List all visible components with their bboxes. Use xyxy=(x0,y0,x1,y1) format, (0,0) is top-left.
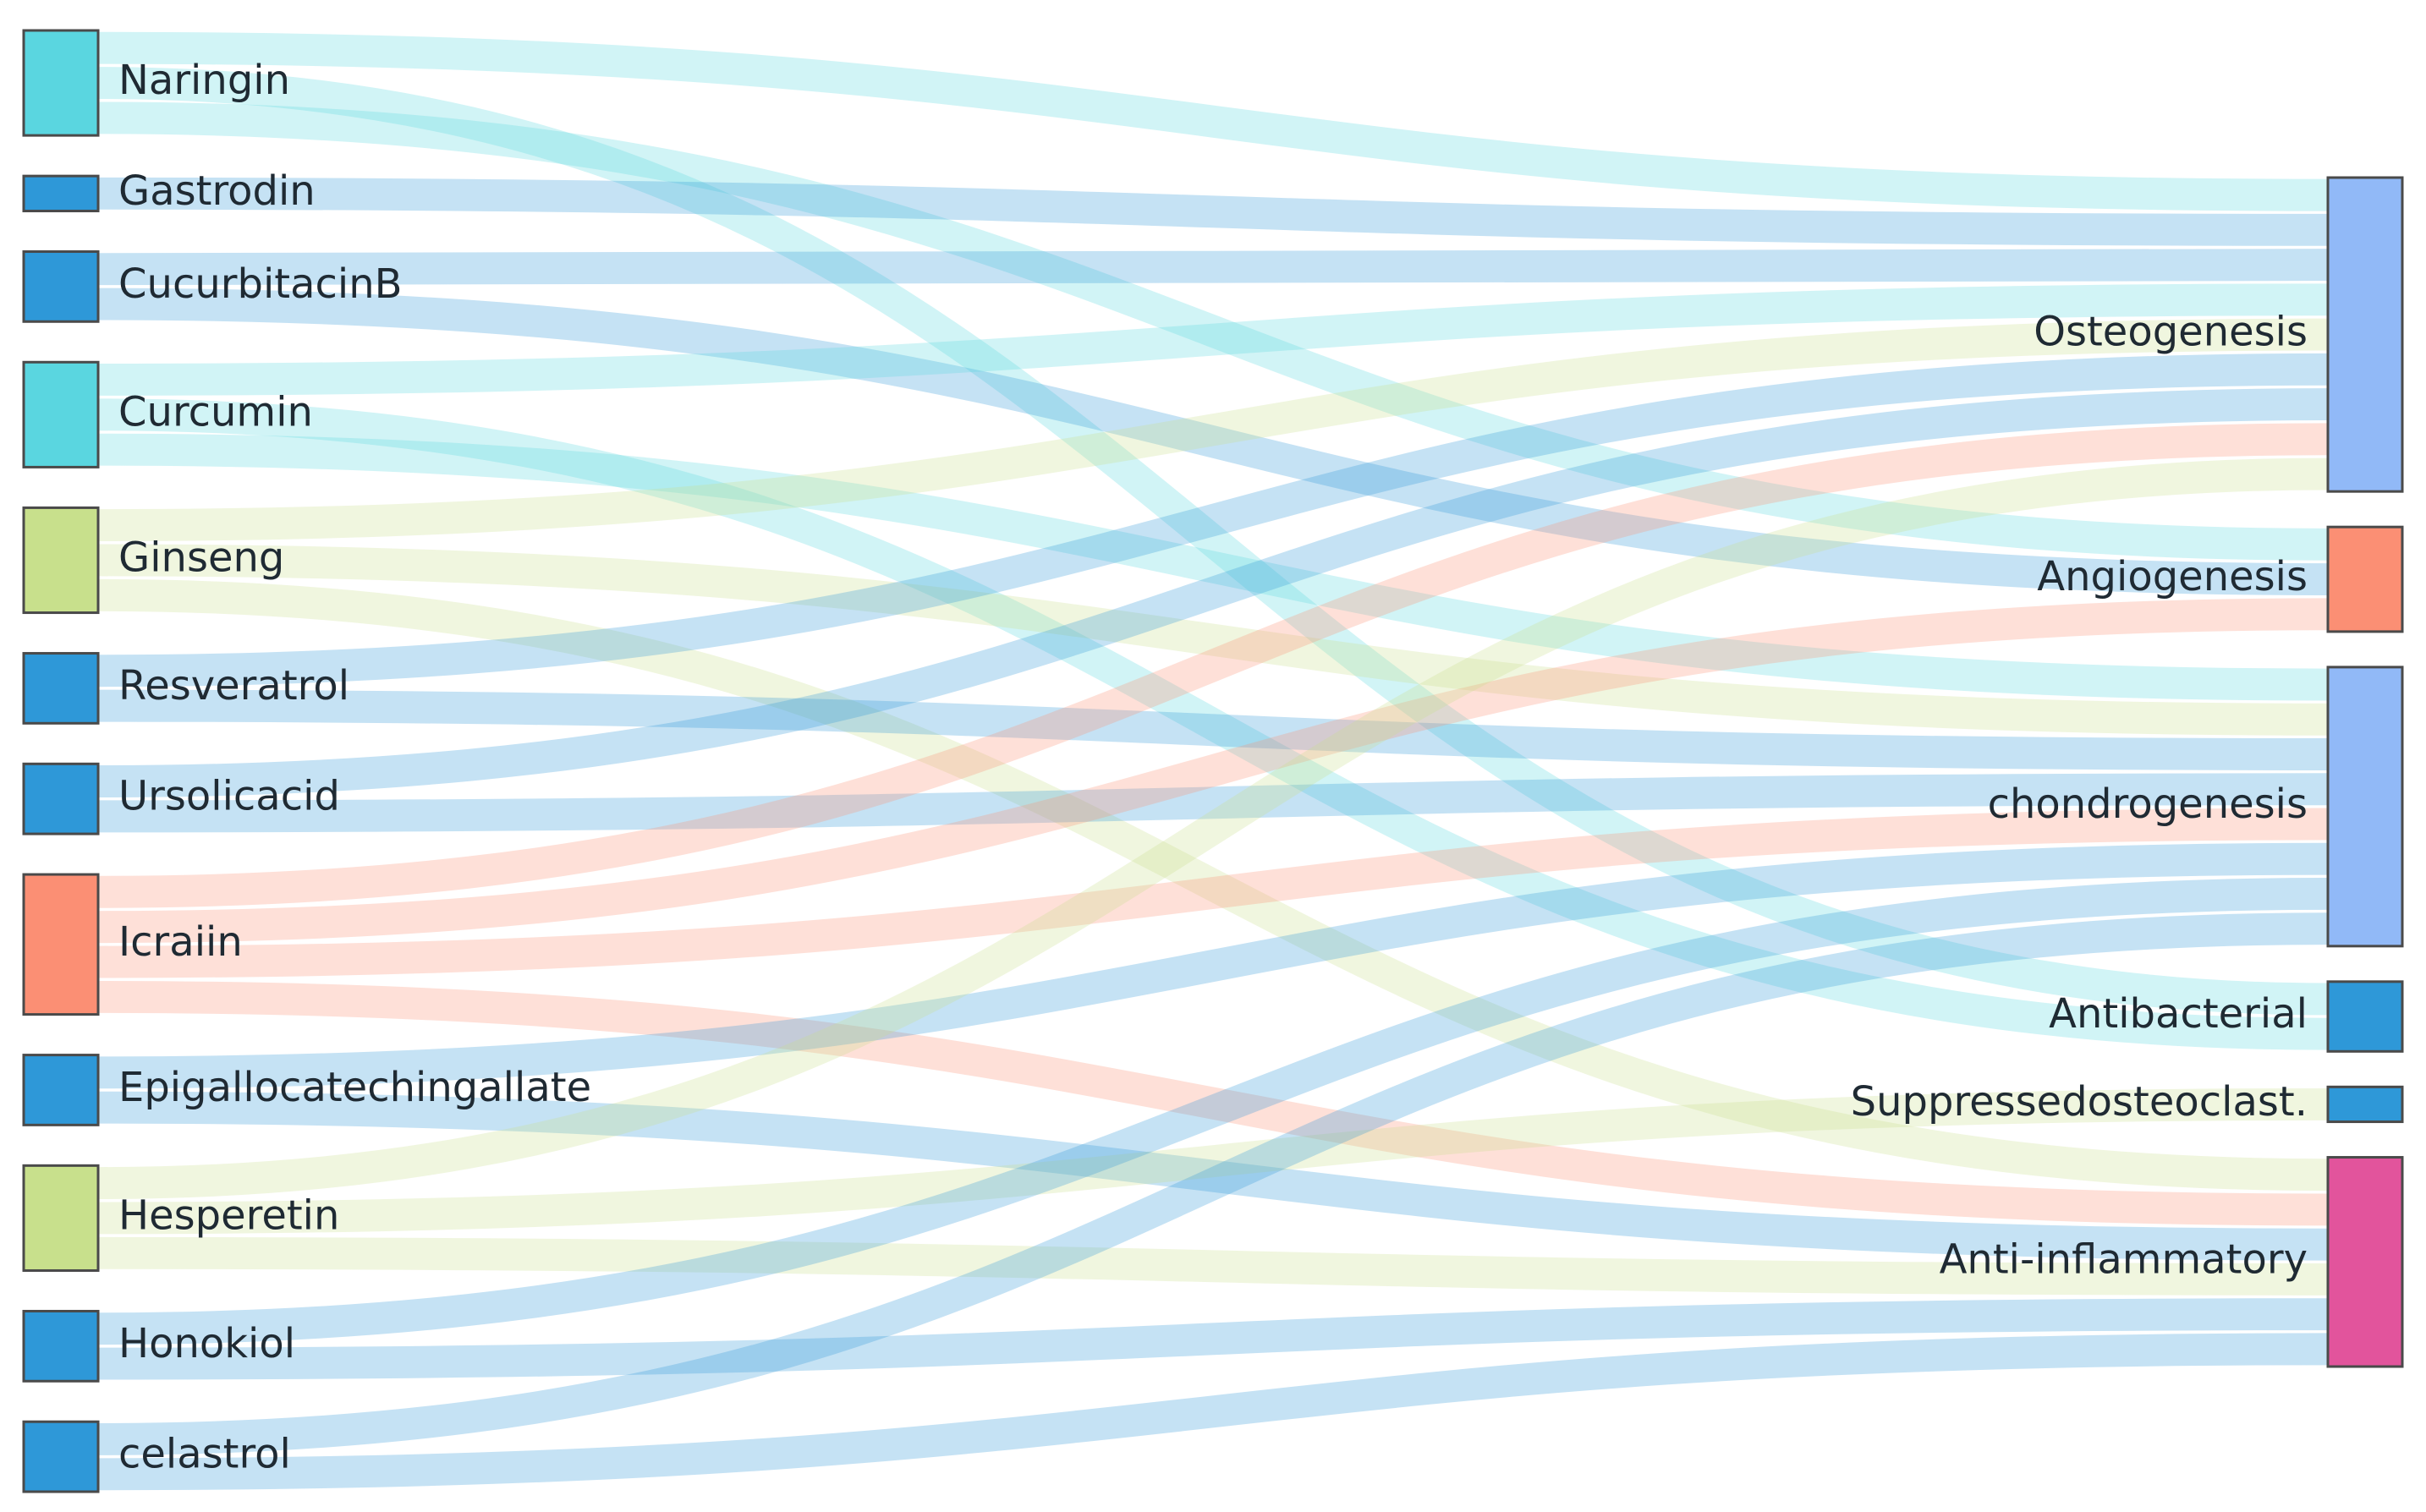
node-label-angiogenesis: Angiogenesis xyxy=(2037,553,2308,600)
node-ginseng xyxy=(22,506,100,615)
link-cucurbitacinb-to-angiogenesis xyxy=(97,288,2329,595)
node-label-anti-inflammatory: Anti-inflammatory xyxy=(1940,1235,2308,1283)
link-ginseng-to-chondrogenesis xyxy=(97,544,2329,736)
node-label-gastrodin: Gastrodin xyxy=(118,167,316,215)
node-anti-inflammatory xyxy=(2326,1156,2404,1368)
node-hesperetin xyxy=(22,1164,100,1272)
node-antibacterial xyxy=(2326,980,2404,1053)
node-label-celastrol: celastrol xyxy=(118,1431,291,1478)
link-icraiin-to-osteogenesis xyxy=(97,423,2329,908)
node-resveratrol xyxy=(22,652,100,725)
link-celastrol-to-anti-inflammatory xyxy=(97,1333,2329,1491)
labels-layer: Naringin Gastrodin CucurbitacinB Curcumin Gi… xyxy=(118,57,2308,1478)
node-naringin xyxy=(22,29,100,137)
node-label-hesperetin: Hesperetin xyxy=(118,1192,339,1239)
link-ginseng-to-anti-inflammatory xyxy=(97,578,2329,1192)
node-label-suppressedosteoclast: Suppressedosteoclast. xyxy=(1851,1078,2308,1126)
node-suppressedosteoclast xyxy=(2326,1085,2404,1124)
node-osteogenesis xyxy=(2326,176,2404,493)
node-gastrodin xyxy=(22,174,100,213)
link-naringin-to-osteogenesis xyxy=(97,31,2329,211)
node-chondrogenesis xyxy=(2326,666,2404,948)
node-angiogenesis xyxy=(2326,525,2404,633)
link-ursolicacid-to-osteogenesis xyxy=(97,388,2329,797)
nodes-layer xyxy=(22,29,2404,1493)
node-ursolicacid xyxy=(22,762,100,835)
node-label-ginseng: Ginseng xyxy=(118,534,284,581)
node-label-icraiin: Icraiin xyxy=(118,918,243,966)
node-cucurbitacinb xyxy=(22,250,100,323)
node-label-cucurbitacinb: CucurbitacinB xyxy=(118,260,403,308)
link-resveratrol-to-chondrogenesis xyxy=(97,689,2329,770)
link-honokiol-to-anti-inflammatory xyxy=(97,1298,2329,1380)
link-icraiin-to-anti-inflammatory xyxy=(97,980,2329,1226)
node-epigallocatechingallate xyxy=(22,1054,100,1126)
link-icraiin-to-chondrogenesis xyxy=(97,808,2329,978)
node-label-resveratrol: Resveratrol xyxy=(118,662,349,709)
link-honokiol-to-chondrogenesis xyxy=(97,878,2329,1345)
links-layer xyxy=(97,31,2329,1491)
link-resveratrol-to-osteogenesis xyxy=(97,353,2329,688)
link-hesperetin-to-suppressedosteoclast xyxy=(97,1087,2329,1235)
node-label-chondrogenesis: chondrogenesis xyxy=(1988,781,2308,828)
node-label-honokiol: Honokiol xyxy=(118,1320,295,1367)
link-curcumin-to-antibacterial xyxy=(97,398,2329,1050)
link-epigallocatechingallate-to-anti-inflammatory xyxy=(97,1091,2329,1261)
link-ginseng-to-osteogenesis xyxy=(97,318,2329,542)
link-naringin-to-antibacterial xyxy=(97,67,2329,1016)
node-label-curcumin: Curcumin xyxy=(118,388,313,436)
node-label-epigallocatechingallate: Epigallocatechingallate xyxy=(118,1064,591,1111)
link-cucurbitacinb-to-osteogenesis xyxy=(97,249,2329,286)
link-hesperetin-to-osteogenesis xyxy=(97,457,2329,1199)
link-hesperetin-to-anti-inflammatory xyxy=(97,1236,2329,1296)
link-ursolicacid-to-chondrogenesis xyxy=(97,773,2329,833)
link-naringin-to-angiogenesis xyxy=(97,101,2329,561)
node-label-osteogenesis: Osteogenesis xyxy=(2034,309,2308,356)
node-label-ursolicacid: Ursolicacid xyxy=(118,773,340,820)
node-celastrol xyxy=(22,1420,100,1493)
link-icraiin-to-angiogenesis xyxy=(97,598,2329,944)
link-curcumin-to-osteogenesis xyxy=(97,283,2329,396)
link-gastrodin-to-osteogenesis xyxy=(97,177,2329,246)
node-curcumin xyxy=(22,360,100,468)
node-honokiol xyxy=(22,1309,100,1383)
node-label-antibacterial: Antibacterial xyxy=(2049,990,2308,1038)
link-celastrol-to-chondrogenesis xyxy=(97,912,2329,1455)
node-icraiin xyxy=(22,873,100,1016)
link-epigallocatechingallate-to-chondrogenesis xyxy=(97,842,2329,1089)
link-curcumin-to-chondrogenesis xyxy=(97,433,2329,701)
node-label-naringin: Naringin xyxy=(118,57,290,104)
